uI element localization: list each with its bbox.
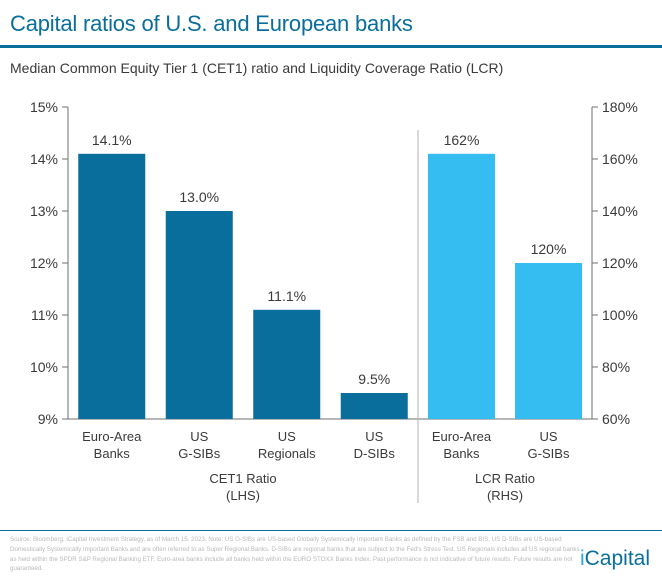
category-label: Euro-Area <box>82 429 142 444</box>
right-tick-label: 100% <box>602 307 638 323</box>
category-label: Euro-Area <box>432 429 492 444</box>
bar <box>340 393 408 419</box>
bar-value-label: 162% <box>444 132 480 148</box>
category-label: US <box>278 429 296 444</box>
left-tick-label: 10% <box>30 359 58 375</box>
right-tick-label: 140% <box>602 203 638 219</box>
right-tick-label: 60% <box>602 411 630 427</box>
bar-value-label: 14.1% <box>92 132 132 148</box>
right-tick-label: 160% <box>602 151 638 167</box>
bar-value-label: 9.5% <box>358 371 390 387</box>
bar <box>253 309 321 419</box>
left-tick-label: 14% <box>30 151 58 167</box>
left-tick-label: 9% <box>38 411 58 427</box>
group-label: CET1 Ratio <box>209 471 276 486</box>
category-label: US <box>365 429 383 444</box>
right-tick-label: 80% <box>602 359 630 375</box>
bar <box>78 153 146 420</box>
bar <box>428 153 495 420</box>
category-label: US <box>190 429 208 444</box>
bar-value-label: 13.0% <box>179 189 219 205</box>
category-label: Regionals <box>258 446 316 461</box>
left-tick-label: 12% <box>30 255 58 271</box>
left-tick-label: 13% <box>30 203 58 219</box>
category-label: US <box>539 429 557 444</box>
left-tick-label: 15% <box>30 99 58 115</box>
bar-value-label: 11.1% <box>267 288 306 304</box>
icapital-logo: iCapital <box>579 547 650 570</box>
bar-value-label: 120% <box>531 241 567 257</box>
group-label: (LHS) <box>226 488 260 503</box>
right-tick-label: 180% <box>602 99 638 115</box>
footer-rule <box>0 530 662 531</box>
category-label: G-SIBs <box>528 446 570 461</box>
group-label: LCR Ratio <box>475 471 535 486</box>
chart-subtitle: Median Common Equity Tier 1 (CET1) ratio… <box>10 60 504 76</box>
title-rule <box>0 45 662 48</box>
category-label: Banks <box>94 446 131 461</box>
group-label: (RHS) <box>487 488 523 503</box>
category-label: G-SIBs <box>178 446 220 461</box>
category-label: Banks <box>443 446 480 461</box>
source-note: Source: Bloomberg, iCapital Investment S… <box>10 536 580 573</box>
bar-chart: 9% 10% 11% 12% 13% 14% 15% 60% 80% 100% 120% 140% 16… <box>30 99 638 503</box>
chart-title: Capital ratios of U.S. and European bank… <box>10 11 413 36</box>
left-tick-label: 11% <box>31 307 58 323</box>
bar <box>165 211 233 419</box>
bar <box>515 263 582 419</box>
category-label: D-SIBs <box>354 446 396 461</box>
right-tick-label: 120% <box>602 255 638 271</box>
